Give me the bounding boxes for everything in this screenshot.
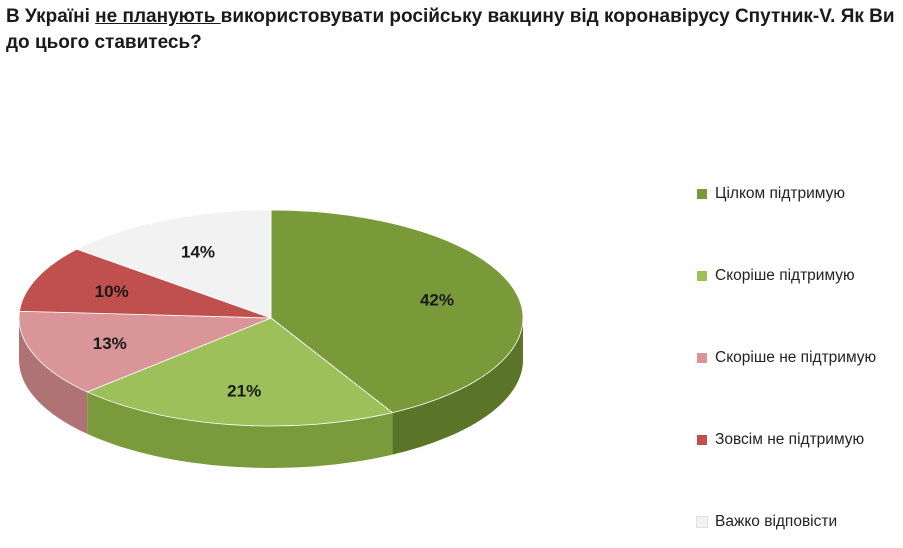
legend-item-5: Важко відповісти — [696, 512, 903, 532]
legend-swatch — [697, 271, 707, 281]
title-text-start: В Україні — [6, 6, 96, 27]
pie-slice-side-2 — [87, 391, 393, 468]
legend-swatch — [697, 189, 707, 199]
title-text-end: використовувати російську вакцину від ко… — [6, 6, 895, 53]
data-label-3: 13% — [93, 334, 127, 353]
legend-item-3: Скоріше не підтримую — [697, 348, 903, 368]
data-label-4: 10% — [95, 282, 129, 301]
pie-slice-2 — [86, 317, 394, 427]
legend-label: Цілком підтримую — [715, 185, 845, 202]
chart-legend: Цілком підтримую Скоріше підтримую Скоріше… — [696, 184, 903, 532]
pie-slice-1 — [270, 209, 524, 414]
legend-swatch — [696, 516, 708, 528]
legend-item-1: Цілком підтримую — [697, 184, 903, 204]
pie-slice-3 — [18, 310, 272, 393]
pie-slice-5 — [75, 209, 272, 319]
chart-title: В Україні не планують використовувати ро… — [6, 4, 896, 56]
pie-slice-4 — [19, 248, 272, 319]
legend-label: Важко відповісти — [715, 513, 838, 530]
data-label-2: 21% — [227, 382, 261, 401]
legend-label: Зовсім не підтримую — [715, 431, 865, 448]
legend-label: Скоріше не підтримую — [715, 349, 877, 366]
title-text-underlined: не планують — [95, 6, 221, 27]
data-label-5: 14% — [181, 243, 215, 262]
legend-item-4: Зовсім не підтримую — [697, 430, 903, 450]
pie-slice-side-3 — [18, 318, 88, 434]
legend-swatch — [697, 353, 707, 363]
data-label-1: 42% — [420, 291, 454, 310]
legend-swatch — [697, 435, 707, 445]
pie-slice-side-1 — [392, 318, 523, 455]
legend-item-2: Скоріше підтримую — [697, 266, 903, 286]
legend-label: Скоріше підтримую — [715, 267, 855, 284]
